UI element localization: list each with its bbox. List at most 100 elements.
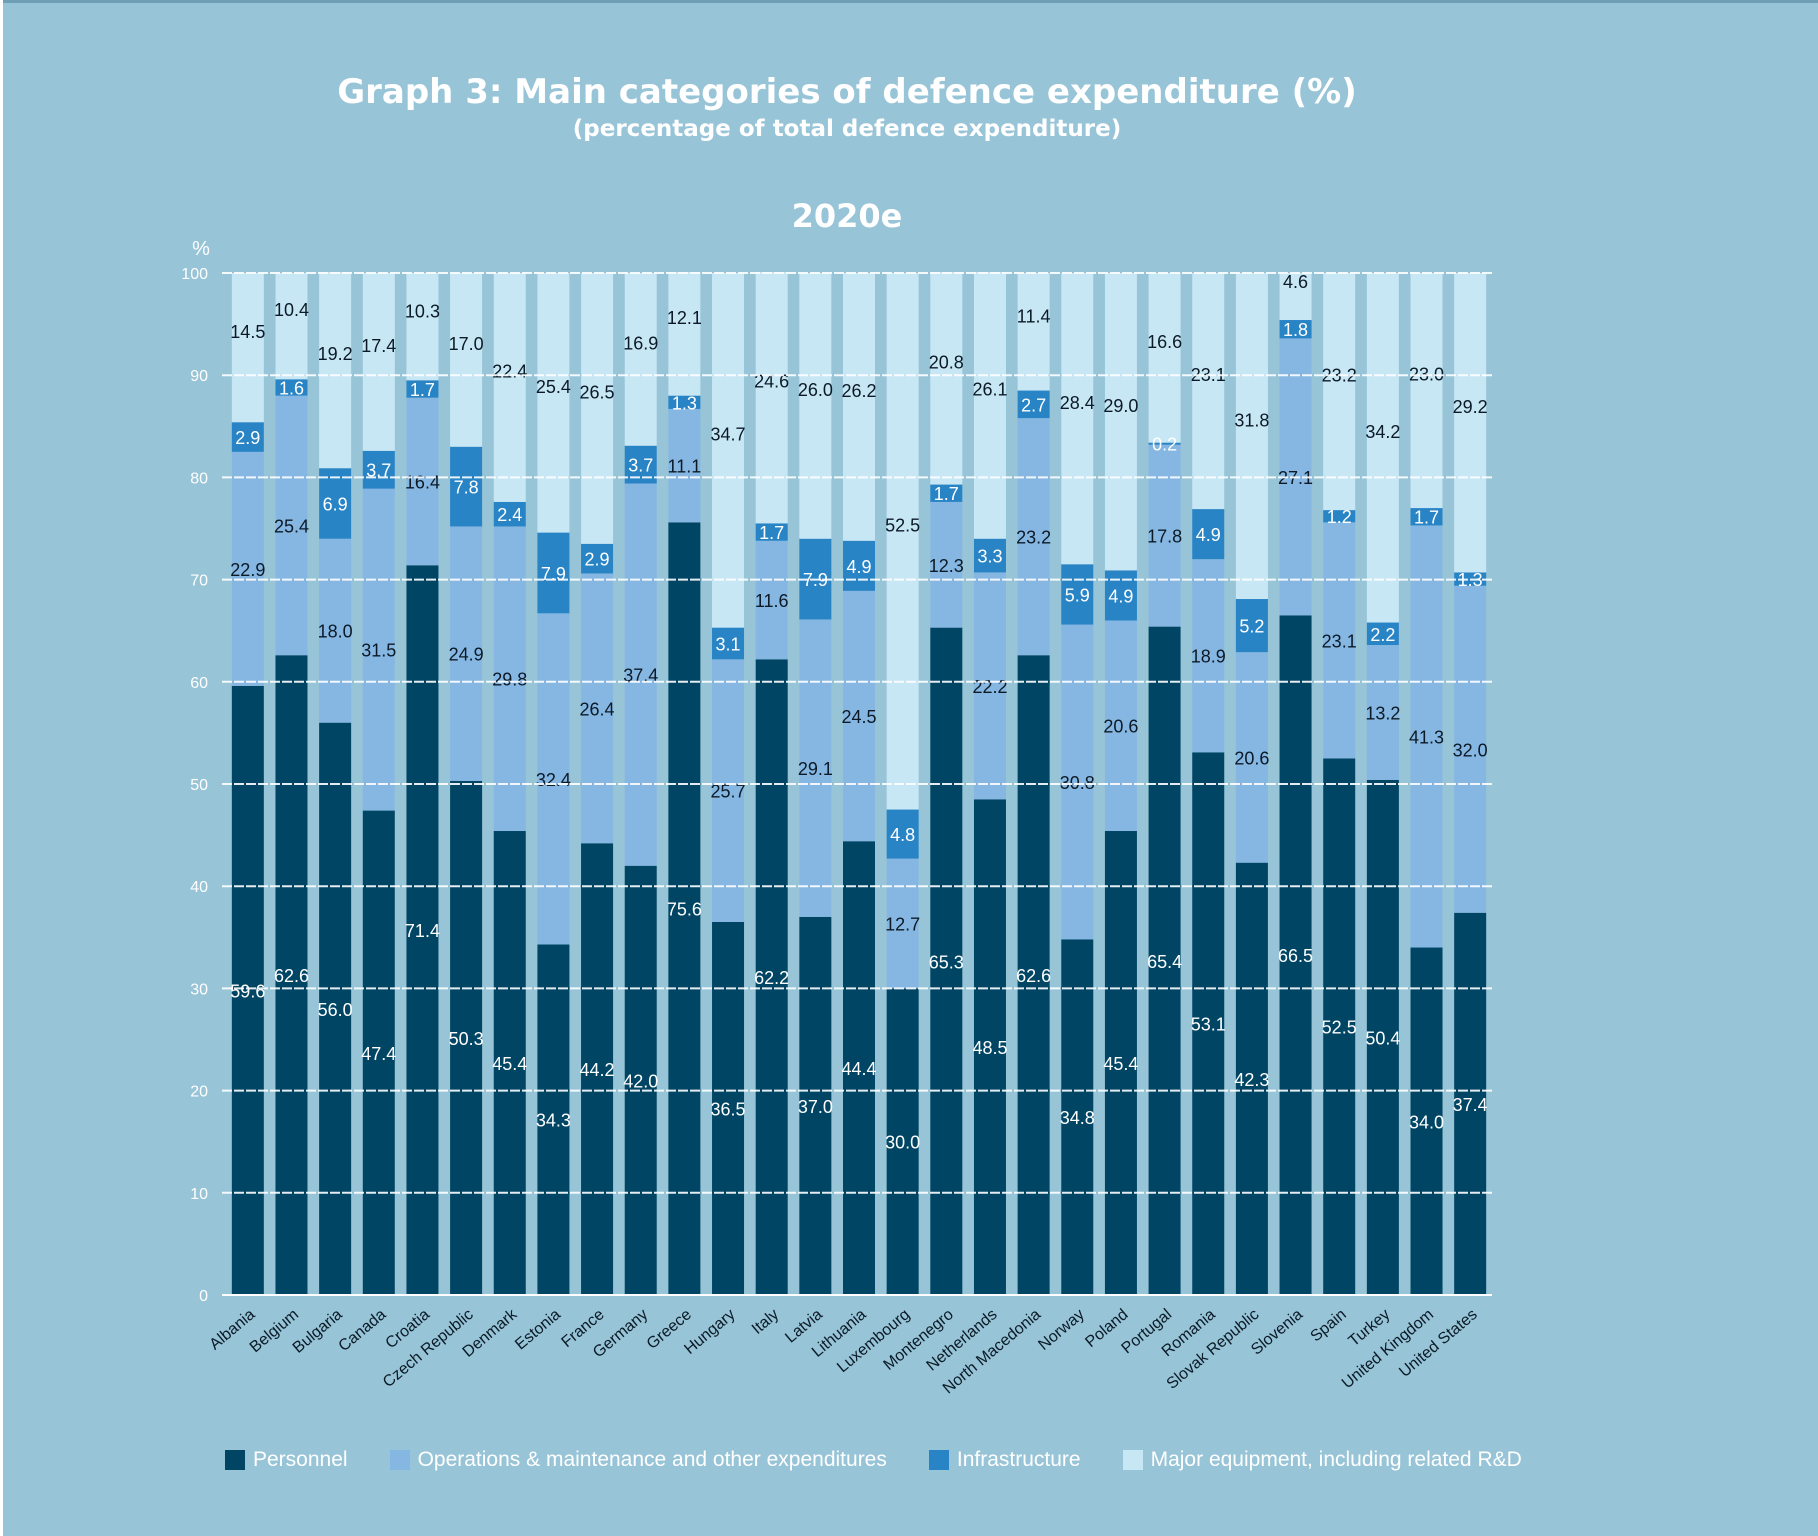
bar-segment-3-5 xyxy=(450,273,483,447)
bar-segment-1-13 xyxy=(799,619,832,917)
legend-item-3: Major equipment, including related R&D xyxy=(1122,1448,1522,1472)
data-label-1-15: 12.7 xyxy=(885,915,920,935)
top-border xyxy=(0,0,1818,3)
data-label-2-15: 4.8 xyxy=(890,825,915,845)
bar-segment-3-17 xyxy=(973,271,1006,539)
bar-segment-1-25 xyxy=(1323,522,1356,759)
bar-segment-1-27 xyxy=(1410,525,1443,948)
data-label-0-24: 66.5 xyxy=(1278,946,1313,966)
data-label-2-11: 3.1 xyxy=(716,634,741,654)
data-label-2-24: 1.8 xyxy=(1283,320,1308,340)
legend-item-0: Personnel xyxy=(225,1448,348,1472)
bar-segment-2-25 xyxy=(1323,510,1356,523)
data-label-0-19: 34.8 xyxy=(1060,1108,1095,1128)
bar-segment-2-22 xyxy=(1192,509,1225,560)
data-label-1-7: 32.4 xyxy=(536,770,571,790)
data-label-2-4: 1.7 xyxy=(410,380,435,400)
data-label-2-20: 4.9 xyxy=(1108,586,1133,606)
bar-segment-1-4 xyxy=(406,397,439,566)
bar-segment-0-3 xyxy=(362,810,395,1295)
bar-segment-2-4 xyxy=(406,380,439,398)
data-label-3-9: 16.9 xyxy=(623,333,658,353)
bar-segment-3-25 xyxy=(1323,273,1356,511)
data-label-3-7: 25.4 xyxy=(536,377,571,397)
bar-segment-1-22 xyxy=(1192,559,1225,753)
bar-segment-2-10 xyxy=(668,395,701,409)
bar-segment-0-19 xyxy=(1061,939,1094,1295)
bar-segment-1-17 xyxy=(973,572,1006,800)
chart-title: Graph 3: Main categories of defence expe… xyxy=(337,72,1357,112)
data-label-1-8: 26.4 xyxy=(580,699,615,719)
data-label-3-19: 28.4 xyxy=(1060,393,1095,413)
x-tick-label-28: United States xyxy=(1396,1306,1481,1381)
data-label-0-18: 62.6 xyxy=(1016,966,1051,986)
data-label-3-3: 17.4 xyxy=(361,336,396,356)
bar-segment-2-1 xyxy=(275,379,308,396)
bar-segment-0-25 xyxy=(1323,758,1356,1295)
bar-segment-0-12 xyxy=(755,659,788,1295)
bar-segment-1-3 xyxy=(362,488,395,811)
data-label-2-14: 4.9 xyxy=(846,557,871,577)
bar-remainder-20 xyxy=(1104,273,1137,275)
data-label-2-16: 1.7 xyxy=(934,484,959,504)
bar-segment-0-5 xyxy=(450,780,483,1295)
data-label-0-5: 50.3 xyxy=(449,1029,484,1049)
data-label-1-20: 20.6 xyxy=(1103,717,1138,737)
bar-segment-0-11 xyxy=(712,921,745,1295)
bar-segment-2-15 xyxy=(886,809,919,859)
data-label-2-23: 5.2 xyxy=(1239,617,1264,637)
bar-segment-0-1 xyxy=(275,655,308,1295)
bar-segment-1-23 xyxy=(1235,652,1268,863)
data-label-3-14: 26.2 xyxy=(841,381,876,401)
data-label-0-28: 37.4 xyxy=(1453,1095,1488,1115)
data-label-1-17: 22.2 xyxy=(972,677,1007,697)
bar-segment-1-5 xyxy=(450,526,483,781)
data-label-1-0: 22.9 xyxy=(230,560,265,580)
y-tick-label-8: 80 xyxy=(190,470,208,487)
bar-segment-1-21 xyxy=(1148,444,1181,627)
data-label-1-5: 24.9 xyxy=(449,645,484,665)
bar-segment-2-3 xyxy=(362,450,395,489)
data-label-3-23: 31.8 xyxy=(1234,411,1269,431)
bar-segment-3-9 xyxy=(624,273,657,446)
data-label-1-10: 11.1 xyxy=(668,457,702,477)
data-label-1-9: 37.4 xyxy=(623,666,658,686)
bar-segment-2-27 xyxy=(1410,508,1443,526)
bar-segment-0-6 xyxy=(493,831,526,1295)
data-label-3-1: 10.4 xyxy=(274,300,309,320)
y-tick-label-6: 60 xyxy=(190,675,208,692)
bar-segment-3-18 xyxy=(1017,274,1050,391)
bar-segment-2-2 xyxy=(319,468,352,539)
bar-segment-1-11 xyxy=(712,659,745,922)
data-label-3-4: 10.3 xyxy=(405,302,440,322)
data-label-1-26: 13.2 xyxy=(1365,703,1400,723)
data-label-0-13: 37.0 xyxy=(798,1097,833,1117)
legend-item-2: Infrastructure xyxy=(928,1448,1081,1472)
bar-segment-3-6 xyxy=(493,273,526,502)
data-label-0-9: 42.0 xyxy=(623,1071,658,1091)
data-label-1-4: 16.4 xyxy=(405,472,440,492)
data-label-1-27: 41.3 xyxy=(1409,727,1444,747)
data-label-1-6: 29.8 xyxy=(492,670,527,690)
bar-segment-3-4 xyxy=(406,275,439,381)
bar-segment-2-8 xyxy=(581,543,614,574)
y-tick-label-10: 100 xyxy=(181,266,208,283)
bar-segment-3-24 xyxy=(1279,273,1312,321)
legend-label-0: Personnel xyxy=(253,1448,348,1471)
legend: Personnel Operations & maintenance and ot… xyxy=(225,1448,1522,1472)
y-tick-label-1: 10 xyxy=(190,1186,208,1203)
data-label-0-27: 34.0 xyxy=(1409,1112,1444,1132)
data-label-3-12: 24.6 xyxy=(754,372,789,392)
data-label-1-28: 32.0 xyxy=(1453,740,1488,760)
bar-segment-2-5 xyxy=(450,446,483,527)
data-label-0-1: 62.6 xyxy=(274,966,309,986)
data-label-0-2: 56.0 xyxy=(318,1000,353,1020)
data-label-1-22: 18.9 xyxy=(1191,647,1226,667)
bar-segment-3-12 xyxy=(755,271,788,524)
left-border xyxy=(0,0,3,1536)
bar-segment-3-2 xyxy=(319,271,352,469)
bar-segment-0-14 xyxy=(843,841,875,1295)
y-tick-label-4: 40 xyxy=(190,879,208,896)
bar-segment-3-21 xyxy=(1148,273,1181,443)
